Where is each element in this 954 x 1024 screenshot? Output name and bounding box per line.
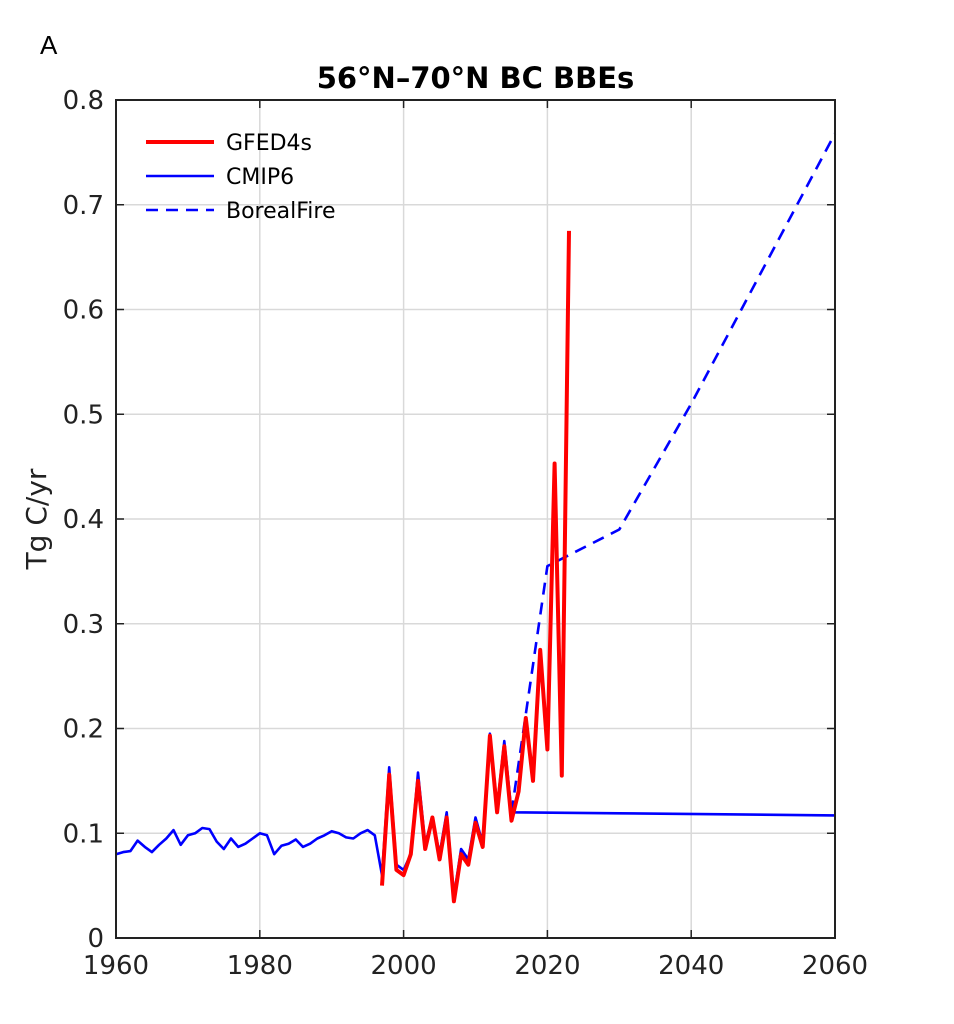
series-line-cmip6: [115, 732, 836, 898]
x-tick-label: 1980: [227, 951, 293, 981]
series-lines: [115, 132, 837, 904]
x-tick-label: 1960: [83, 951, 149, 981]
y-tick-label: 0.1: [63, 819, 104, 849]
legend-label-borealfire: BorealFire: [226, 199, 336, 224]
y-tick-label: 0.4: [63, 505, 104, 535]
legend-label-gfed4s: GFED4s: [226, 131, 312, 156]
x-tick-label: 2020: [514, 951, 580, 981]
y-axis-label: Tg C/yr: [20, 468, 53, 570]
y-tick-label: 0: [87, 924, 104, 954]
y-tick-label: 0.8: [63, 86, 104, 116]
panel-label: A: [40, 30, 58, 60]
y-tick-label: 0.6: [63, 296, 104, 326]
x-tick-label: 2060: [802, 951, 868, 981]
legend-label-cmip6: CMIP6: [226, 165, 294, 190]
y-tick-label: 0.7: [63, 191, 104, 221]
legend: GFED4s CMIP6 BorealFire: [146, 131, 336, 224]
grid: [115, 99, 836, 939]
series-line-gfed4s: [380, 230, 571, 904]
y-tick-label: 0.3: [63, 610, 104, 640]
x-tick-label: 2000: [371, 951, 437, 981]
y-tick-label: 0.2: [63, 715, 104, 745]
ticks: 1960 1980 2000 2020 2040 2060 0 0.1 0.2 0.3 0.4 0.5…: [63, 86, 868, 981]
x-tick-label: 2040: [658, 951, 724, 981]
y-tick-label: 0.5: [63, 400, 104, 430]
chart-title: 56°N–70°N BC BBEs: [317, 61, 635, 95]
series-line-borealfire: [510, 132, 837, 813]
